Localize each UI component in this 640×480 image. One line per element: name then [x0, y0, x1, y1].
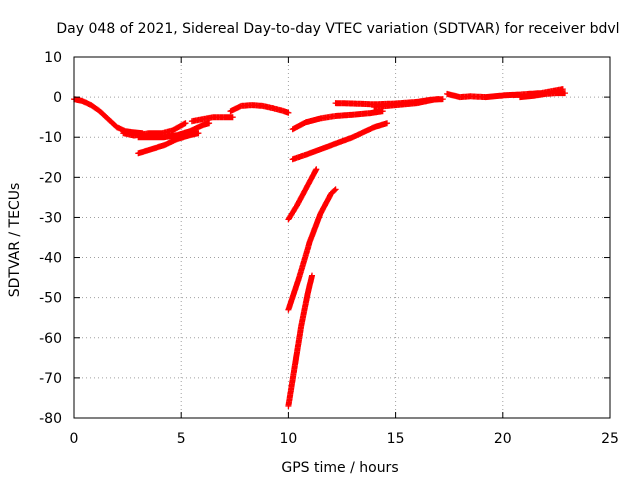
- series-arc-2: [120, 120, 189, 139]
- series-marks: [285, 272, 315, 409]
- x-tick-label: 5: [177, 431, 186, 447]
- y-tick-label: -80: [39, 411, 62, 427]
- series-arc-13: [289, 120, 390, 163]
- y-tick-label: -60: [39, 331, 62, 347]
- series-arc-3: [135, 120, 213, 141]
- series-marks: [227, 102, 292, 116]
- series-marks: [135, 120, 213, 141]
- y-tick-label: 10: [44, 50, 62, 66]
- series-arc-6: [227, 102, 292, 116]
- x-tick-label: 15: [387, 431, 405, 447]
- series-arc-4: [135, 130, 202, 157]
- y-tick-label: -20: [39, 170, 62, 186]
- y-axis-label: SDTVAR / TECUs: [7, 183, 23, 298]
- grid: [74, 57, 610, 418]
- y-tick-label: -40: [39, 251, 62, 267]
- series-arc-9: [371, 96, 446, 111]
- series-arc-7: [289, 108, 386, 133]
- series-marks: [517, 90, 568, 101]
- y-tick-label: -10: [39, 130, 62, 146]
- series-arc-15: [285, 186, 339, 313]
- series-marks: [188, 114, 236, 125]
- series-arc-14: [285, 166, 320, 223]
- x-tick-label: 25: [601, 431, 619, 447]
- data-points: [71, 86, 568, 409]
- series-marks: [285, 186, 339, 313]
- series-arc-5: [188, 114, 236, 125]
- series-marks: [371, 96, 446, 111]
- series-marks: [289, 120, 390, 163]
- series-marks: [289, 108, 386, 133]
- x-axis-label: GPS time / hours: [281, 460, 398, 476]
- series-arc-16: [285, 272, 315, 409]
- series-marks: [71, 96, 146, 137]
- axis-ticks: 0 5 10 15 20 25 10 0 -10 -20 -30 -40 -50 -60 -70 -80: [39, 50, 619, 447]
- series-marks: [135, 130, 202, 157]
- x-tick-label: 0: [70, 431, 79, 447]
- series-arc-12: [517, 90, 568, 101]
- series-marks: [120, 120, 189, 139]
- x-tick-label: 20: [494, 431, 512, 447]
- chart-title: Day 048 of 2021, Sidereal Day-to-day VTE…: [56, 21, 619, 37]
- y-tick-label: 0: [53, 90, 62, 106]
- x-tick-label: 10: [279, 431, 297, 447]
- y-tick-label: -70: [39, 371, 62, 387]
- series-arc-1: [71, 96, 146, 137]
- plot-frame: [73, 56, 611, 419]
- y-tick-label: -30: [39, 210, 62, 226]
- series-marks: [285, 166, 320, 223]
- y-tick-label: -50: [39, 291, 62, 307]
